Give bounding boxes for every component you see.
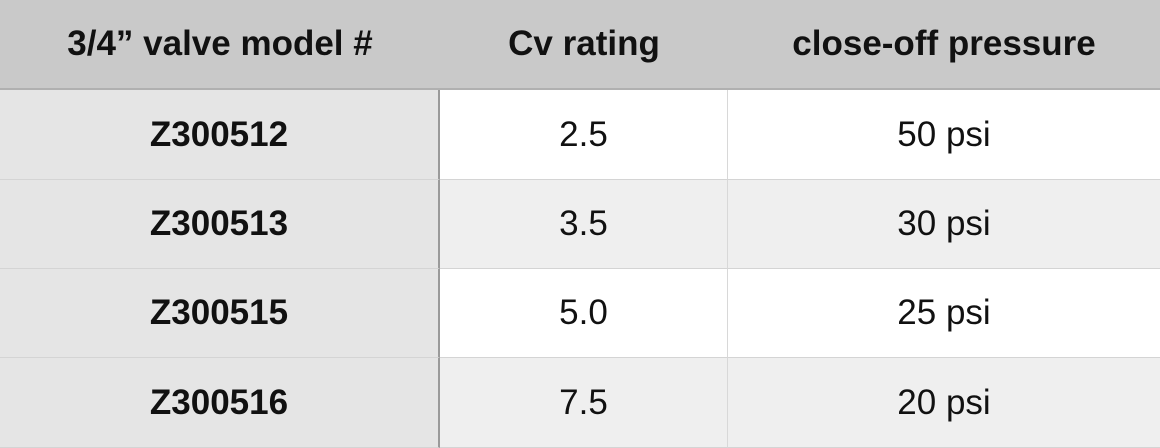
data-cell: 5.0 (440, 269, 728, 358)
data-cell: 20 psi (728, 358, 1160, 448)
data-cell: 50 psi (728, 90, 1160, 180)
data-cell: 3.5 (440, 180, 728, 269)
data-cell: 25 psi (728, 269, 1160, 358)
data-cell: 2.5 (440, 90, 728, 180)
model-cell: Z300513 (0, 180, 440, 269)
header-cell: 3/4” valve model # (0, 0, 440, 90)
header-cell: close-off pressure (728, 0, 1160, 90)
model-cell: Z300515 (0, 269, 440, 358)
header-cell: Cv rating (440, 0, 728, 90)
model-cell: Z300512 (0, 90, 440, 180)
data-cell: 30 psi (728, 180, 1160, 269)
data-cell: 7.5 (440, 358, 728, 448)
model-cell: Z300516 (0, 358, 440, 448)
